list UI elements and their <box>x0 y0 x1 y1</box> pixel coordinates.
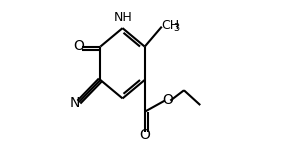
Text: N: N <box>69 96 79 110</box>
Text: O: O <box>73 39 84 53</box>
Text: NH: NH <box>113 11 132 24</box>
Text: CH: CH <box>161 19 179 32</box>
Text: 3: 3 <box>173 23 179 33</box>
Text: O: O <box>162 93 173 107</box>
Text: O: O <box>140 128 151 142</box>
